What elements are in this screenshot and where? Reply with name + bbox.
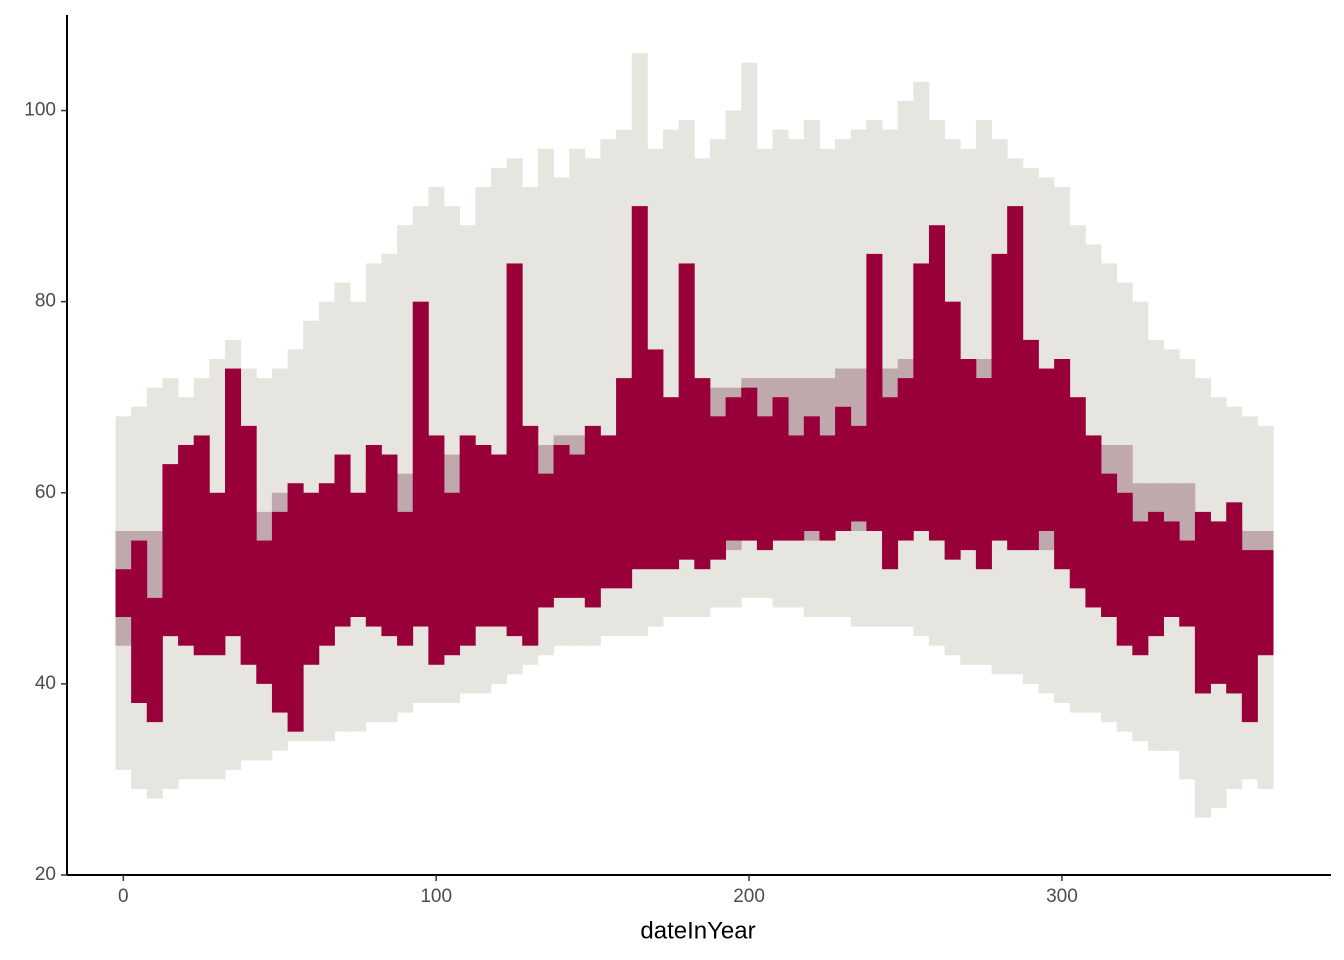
range-bar — [569, 454, 586, 598]
range-bar — [1226, 502, 1243, 694]
range-bar — [960, 359, 977, 551]
y-tick-label: 60 — [35, 482, 56, 503]
range-bar — [287, 483, 304, 732]
range-bar — [209, 492, 226, 656]
range-bar — [678, 263, 695, 560]
range-bar — [709, 416, 726, 560]
range-bar — [1022, 339, 1039, 551]
range-bar — [616, 378, 633, 589]
range-bar — [975, 378, 992, 570]
range-bar — [584, 425, 601, 608]
range-bar — [944, 301, 961, 560]
range-bar — [1147, 511, 1165, 637]
range-bar — [193, 435, 210, 656]
range-bar — [647, 349, 664, 570]
range-bar — [131, 540, 148, 703]
range-bar — [850, 425, 867, 522]
range-bar — [835, 406, 852, 531]
range-bar — [991, 253, 1008, 541]
range-bar — [1007, 206, 1024, 551]
range-bar — [459, 435, 476, 646]
range-bar — [694, 378, 711, 570]
range-bar — [506, 263, 523, 637]
range-bar — [1163, 521, 1180, 617]
range-bar — [490, 454, 507, 627]
x-tick-label: 0 — [118, 886, 129, 907]
range-bar — [537, 473, 554, 608]
range-bar — [365, 445, 382, 627]
range-bar — [318, 483, 335, 646]
x-tick-label: 100 — [420, 886, 452, 907]
y-tick-label: 80 — [35, 291, 56, 312]
range-bar — [428, 435, 445, 665]
range-bar — [1194, 511, 1211, 694]
range-bar — [866, 253, 883, 531]
range-bar — [240, 425, 257, 665]
range-bar — [803, 120, 820, 617]
range-bar — [803, 416, 820, 531]
range-bar — [819, 435, 836, 541]
y-tick-label: 100 — [24, 100, 56, 121]
range-bar — [444, 492, 461, 656]
range-bar — [788, 435, 805, 541]
range-bar — [334, 454, 351, 627]
range-bar — [178, 445, 195, 646]
x-axis-title: dateInYear — [640, 917, 755, 944]
range-bar — [928, 225, 946, 541]
range-bar — [1210, 521, 1227, 684]
range-bar — [381, 454, 398, 637]
range-bar — [1241, 550, 1258, 723]
range-bar — [162, 464, 179, 637]
range-bar — [1054, 359, 1071, 570]
range-bar — [271, 511, 288, 713]
range-bar — [756, 416, 773, 551]
range-bar — [741, 387, 758, 541]
range-bar — [663, 397, 680, 570]
range-bar — [897, 378, 914, 541]
range-bar — [1085, 435, 1102, 608]
range-bar — [913, 263, 930, 531]
range-bar — [256, 540, 273, 684]
x-tick-label: 200 — [733, 886, 765, 907]
range-bar — [146, 597, 163, 723]
x-tick-label: 300 — [1046, 886, 1078, 907]
range-bar — [631, 206, 648, 570]
range-bar — [397, 511, 414, 646]
range-bar — [1116, 492, 1133, 646]
range-bar — [412, 301, 429, 627]
range-bar — [600, 435, 617, 589]
range-bar — [882, 397, 899, 570]
range-bar — [1257, 550, 1274, 656]
range-bar — [475, 445, 492, 627]
range-bar — [1038, 368, 1055, 531]
range-bar — [522, 425, 539, 646]
y-tick-label: 20 — [35, 864, 56, 885]
range-bar — [350, 492, 367, 617]
range-bar — [1101, 473, 1118, 617]
range-bar — [725, 397, 742, 541]
range-bar — [553, 445, 570, 598]
range-bar — [225, 368, 242, 637]
range-bar — [303, 492, 320, 665]
range-bar — [772, 397, 789, 541]
range-bar — [1132, 521, 1149, 656]
range-bar — [1179, 540, 1196, 627]
range-bar — [115, 569, 132, 617]
y-tick-label: 40 — [35, 673, 56, 694]
range-bar — [1069, 397, 1086, 589]
